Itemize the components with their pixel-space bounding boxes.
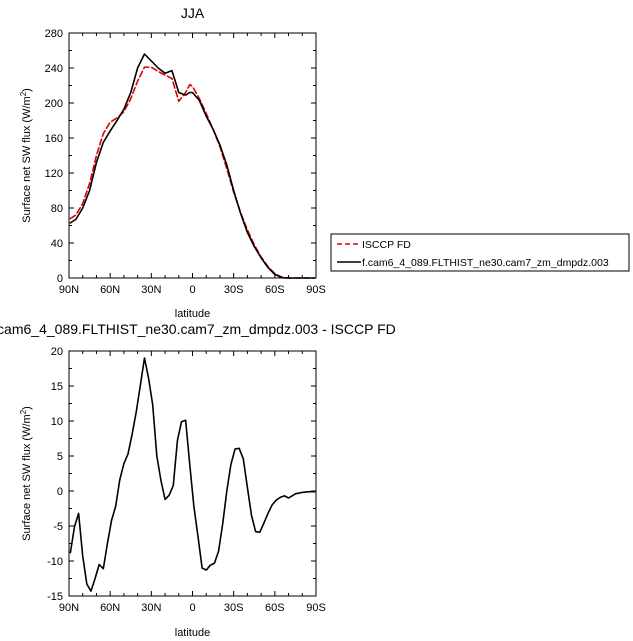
panel-top-ylabel-main: Surface net SW flux (W/m xyxy=(21,96,33,223)
xtick-label-bottom-0: 90N xyxy=(59,602,79,614)
legend: ISCCP FD f.cam6_4_089.FLTHIST_ne30.cam7_… xyxy=(330,233,630,272)
panel-bottom-lines xyxy=(69,357,316,592)
panel-top-frame xyxy=(68,32,317,279)
legend-box xyxy=(330,233,630,272)
ytick-label-top-6: 240 xyxy=(45,63,63,75)
xtick-label-top-5: 60S xyxy=(265,284,285,296)
legend-label-cam: f.cam6_4_089.FLTHIST_ne30.cam7_zm_dmpdz.… xyxy=(362,257,609,269)
panel-top-lines xyxy=(69,53,316,279)
xtick-label-bottom-3: 0 xyxy=(189,602,195,614)
xtick-label-top-0: 90N xyxy=(59,284,79,296)
series-line-top-1 xyxy=(69,53,316,279)
ytick-label-bottom-1: -10 xyxy=(47,556,63,568)
panel-top-ylabel-end: ) xyxy=(21,88,33,92)
ytick-label-top-0: 0 xyxy=(57,273,63,285)
xtick-label-bottom-4: 30S xyxy=(224,602,244,614)
series-line-bottom-0 xyxy=(69,357,316,592)
panel-bottom-ticks: 90N 60N 30N 0 30S 60S 90S -15 -10 -5 0 5 10 15 20 xyxy=(47,346,326,614)
ytick-label-bottom-5: 10 xyxy=(51,416,63,428)
panel-bottom-title: f.cam6_4_089.FLTHIST_ne30.cam7_zm_dmpdz.… xyxy=(0,321,396,337)
xtick-label-bottom-2: 30N xyxy=(141,602,161,614)
ytick-label-bottom-0: -15 xyxy=(47,591,63,603)
xtick-label-bottom-5: 60S xyxy=(265,602,285,614)
xtick-label-top-1: 60N xyxy=(100,284,120,296)
panel-top-ylabel-sup: 2 xyxy=(19,91,28,96)
panel-top-xlabel: latitude xyxy=(175,308,210,320)
panel-top-ticks: 90N 60N 30N 0 30S 60S 90S 0 40 80 120 160 200 240 280 xyxy=(45,28,326,296)
series-line-top-0 xyxy=(69,66,316,279)
panel-bottom-ylabel-sup: 2 xyxy=(19,409,28,414)
panel-bottom-xlabel: latitude xyxy=(175,627,210,639)
ytick-label-top-3: 120 xyxy=(45,168,63,180)
panel-bottom-ylabel-end: ) xyxy=(21,406,33,410)
xtick-label-top-4: 30S xyxy=(224,284,244,296)
panel-top-title: JJA xyxy=(181,5,205,21)
ytick-label-bottom-7: 20 xyxy=(51,346,63,358)
legend-label-isccp: ISCCP FD xyxy=(362,239,411,251)
ytick-label-bottom-4: 5 xyxy=(57,451,63,463)
panel-bottom-ylabel-main: Surface net SW flux (W/m xyxy=(21,414,33,541)
xtick-label-bottom-6: 90S xyxy=(306,602,326,614)
ytick-label-bottom-3: 0 xyxy=(57,486,63,498)
ytick-label-top-7: 280 xyxy=(45,28,63,40)
ytick-label-top-1: 40 xyxy=(51,238,63,250)
xtick-label-bottom-1: 60N xyxy=(100,602,120,614)
panel-bottom-difference: f.cam6_4_089.FLTHIST_ne30.cam7_zm_dmpdz.… xyxy=(0,321,396,639)
ytick-label-top-4: 160 xyxy=(45,133,63,145)
ytick-label-bottom-6: 15 xyxy=(51,381,63,393)
panel-bottom-frame xyxy=(68,350,317,597)
ytick-label-top-5: 200 xyxy=(45,98,63,110)
ytick-label-top-2: 80 xyxy=(51,203,63,215)
panel-bottom-ylabel: Surface net SW flux (W/m2) xyxy=(19,406,33,541)
panel-top-jja: JJA 90N 60N 30N 0 30S 60S 90S 0 40 80 120 160 200 240… xyxy=(19,5,326,320)
ytick-label-bottom-2: -5 xyxy=(53,521,63,533)
panel-top-ylabel: Surface net SW flux (W/m2) xyxy=(19,88,33,223)
xtick-label-top-2: 30N xyxy=(141,284,161,296)
xtick-label-top-6: 90S xyxy=(306,284,326,296)
xtick-label-top-3: 0 xyxy=(189,284,195,296)
